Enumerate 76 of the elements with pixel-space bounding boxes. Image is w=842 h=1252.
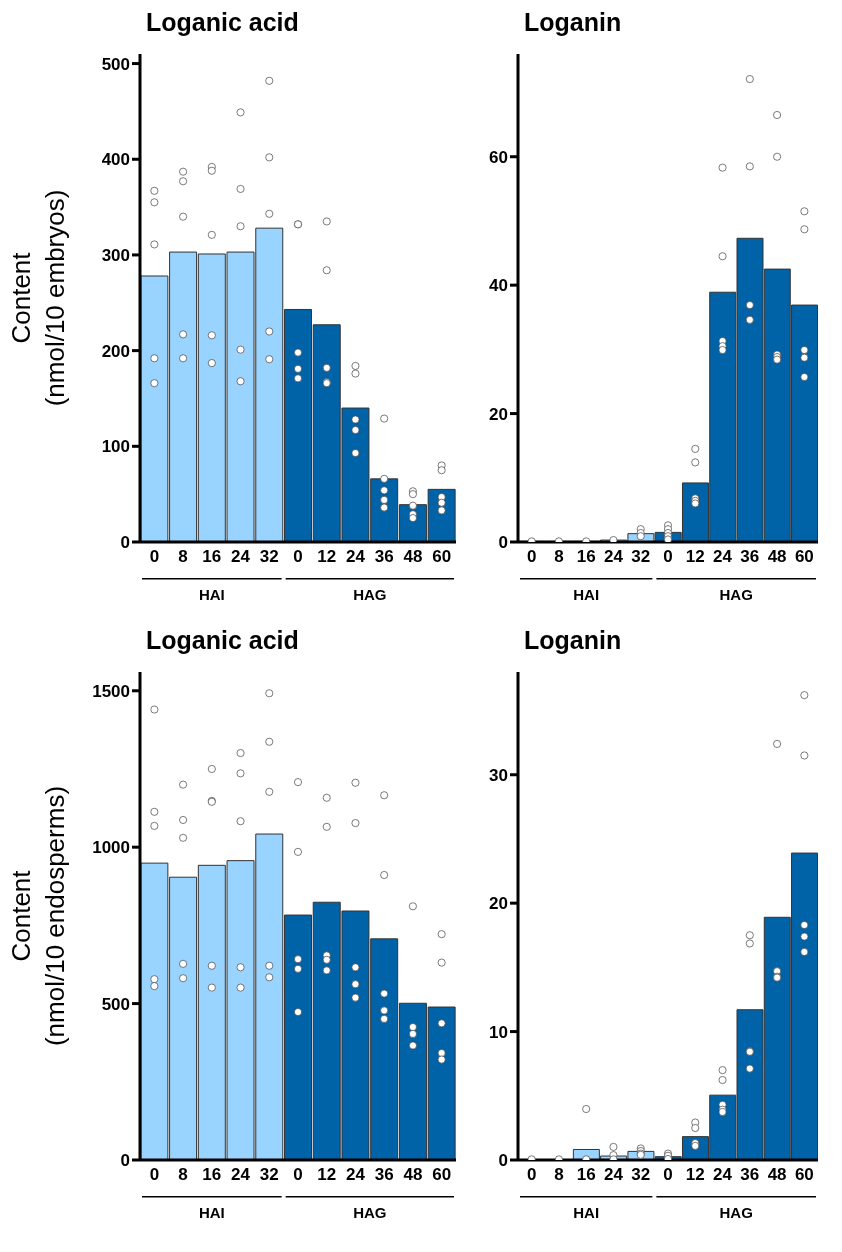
x-tick-label: 0	[149, 547, 160, 567]
x-tick-label: 8	[554, 1165, 564, 1185]
x-tick-label: 36	[374, 547, 394, 567]
y-tick-label: 1500	[92, 681, 130, 701]
x-tick-label: 0	[663, 547, 673, 567]
chart-title: Loganic acid	[146, 8, 299, 37]
y-tick-label: 500	[101, 994, 130, 1014]
x-tick-label: 24	[345, 547, 366, 567]
x-tick-label: 8	[178, 547, 188, 567]
text: HAI	[198, 1204, 225, 1221]
y-tick-label: 20	[489, 404, 508, 424]
x-tick-label: 0	[526, 1165, 537, 1185]
x-tick-label: 24	[231, 547, 251, 567]
chart-title: Loganic acid	[146, 626, 299, 655]
x-tick-label: 32	[259, 547, 279, 567]
y-tick-label: 500	[101, 54, 130, 74]
x-tick-label: 60	[432, 1165, 452, 1185]
x-tick-label: 60	[432, 547, 452, 567]
x-tick-label: 24	[231, 1165, 251, 1185]
x-tick-label: 48	[767, 547, 787, 567]
x-tick-label: 24	[713, 1165, 733, 1185]
y-tick-label: 60	[489, 147, 508, 167]
x-tick-label: 8	[178, 1165, 188, 1185]
x-tick-label: 12	[685, 547, 705, 567]
y-tick-label: 20	[489, 894, 508, 914]
x-tick-label: 48	[403, 1165, 423, 1185]
x-tick-label: 16	[576, 1165, 596, 1185]
y-tick-label: 1000	[92, 838, 130, 858]
x-tick-label: 36	[740, 547, 760, 567]
text: HAG	[353, 586, 387, 603]
x-tick-label: 12	[685, 1165, 705, 1185]
x-tick-label: 12	[317, 1165, 337, 1185]
y-tick-label: 0	[498, 1151, 508, 1171]
x-tick-label: 16	[202, 1165, 222, 1185]
y-tick-label: 40	[489, 276, 508, 296]
x-tick-label: 32	[259, 1165, 279, 1185]
text: HAI	[573, 1204, 600, 1221]
y-tick-label: 400	[101, 150, 130, 170]
x-tick-label: 24	[603, 547, 624, 567]
y-tick-label: 0	[120, 1151, 130, 1171]
x-tick-label: 60	[794, 547, 814, 567]
text: HAI	[573, 586, 600, 603]
x-tick-label: 60	[794, 1165, 814, 1185]
x-tick-label: 24	[345, 1165, 366, 1185]
y-tick-label: 100	[101, 437, 130, 457]
text: HAG	[719, 1204, 753, 1221]
y-tick-label: 0	[120, 533, 130, 553]
x-tick-label: 8	[554, 547, 564, 567]
x-tick-label: 32	[631, 1165, 651, 1185]
y-axis-title: Content (nmol/10 endosperms)	[6, 785, 70, 1047]
x-tick-label: 24	[713, 547, 733, 567]
y-tick-label: 10	[489, 1022, 508, 1042]
x-tick-label: 0	[149, 1165, 160, 1185]
text: HAG	[353, 1204, 387, 1221]
y-axis-title: Content (nmol/10 embryos)	[6, 189, 70, 407]
y-tick-label: 0	[498, 533, 508, 553]
y-tick-label: 300	[101, 245, 130, 265]
y-tick-label: 200	[101, 341, 130, 361]
text: HAG	[719, 586, 753, 603]
x-tick-label: 16	[576, 547, 596, 567]
x-tick-label: 0	[293, 1165, 303, 1185]
x-tick-label: 24	[603, 1165, 624, 1185]
text: HAI	[198, 586, 225, 603]
x-tick-label: 16	[202, 547, 222, 567]
x-tick-label: 36	[740, 1165, 760, 1185]
chart-title: Loganin	[524, 8, 622, 37]
y-tick-label: 30	[489, 765, 508, 785]
x-tick-label: 32	[631, 547, 651, 567]
x-tick-label: 0	[293, 547, 303, 567]
x-tick-label: 36	[374, 1165, 394, 1185]
x-tick-label: 12	[317, 547, 337, 567]
chart-title: Loganin	[524, 626, 622, 655]
x-tick-label: 0	[663, 1165, 673, 1185]
x-tick-label: 0	[526, 547, 537, 567]
x-tick-label: 48	[403, 547, 423, 567]
x-tick-label: 48	[767, 1165, 787, 1185]
